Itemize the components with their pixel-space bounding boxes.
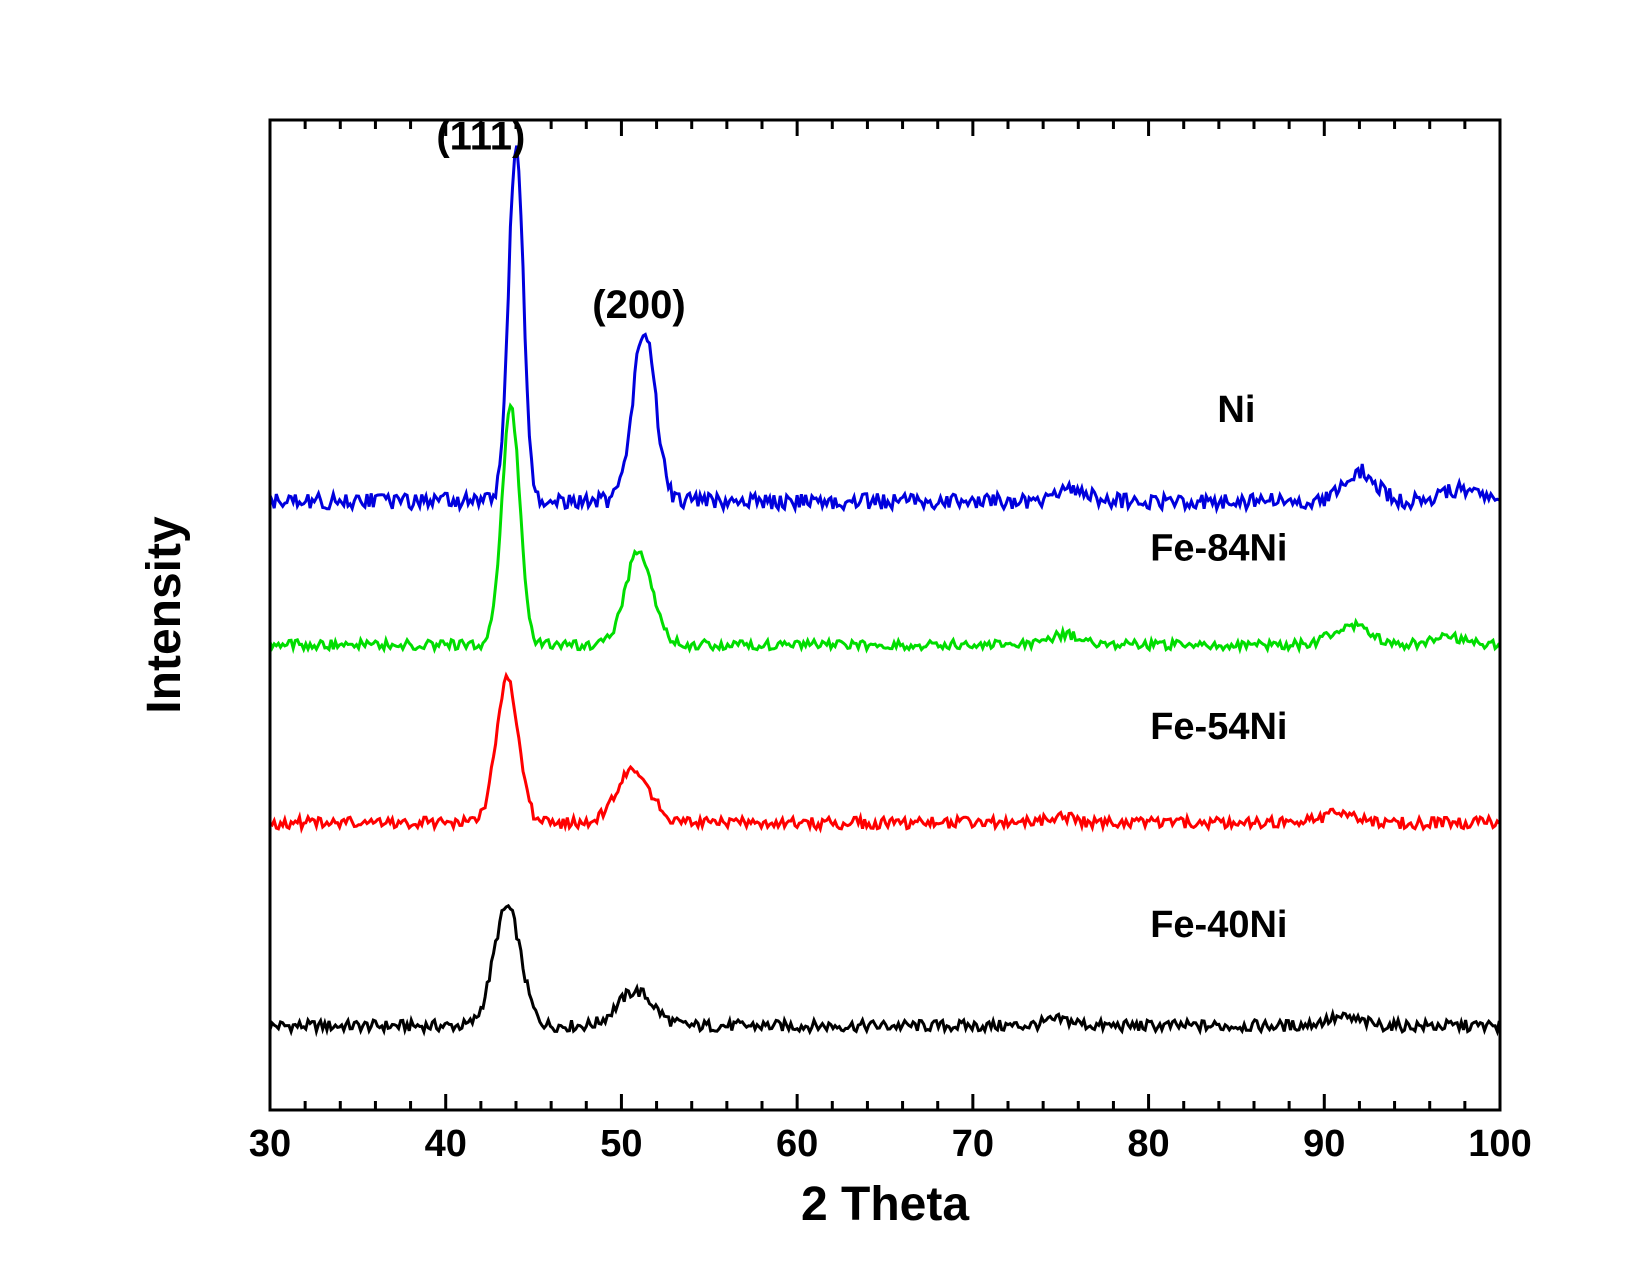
x-axis-title: 2 Theta (801, 1178, 969, 1231)
series-label-fe-40ni: Fe-40Ni (1150, 904, 1287, 946)
chart-svg: 30 40 50 60 70 80 90 100 2 Theta Intensity Fe-40Ni… (0, 0, 1650, 1275)
series-label-fe-84ni: Fe-84Ni (1150, 528, 1287, 570)
x-tick-label: 40 (425, 1123, 467, 1165)
x-tick-label: 100 (1468, 1123, 1531, 1165)
series-label-fe-54ni: Fe-54Ni (1150, 706, 1287, 748)
x-tick-label: 80 (1127, 1123, 1169, 1165)
y-axis-title: Intensity (138, 516, 191, 714)
series-label-ni: Ni (1217, 389, 1255, 431)
x-tick-label: 50 (600, 1123, 642, 1165)
x-tick-label: 60 (776, 1123, 818, 1165)
xrd-chart: 30 40 50 60 70 80 90 100 2 Theta Intensity Fe-40Ni… (0, 0, 1650, 1275)
x-tick-label: 70 (952, 1123, 994, 1165)
x-tick-label: 30 (249, 1123, 291, 1165)
peak-label: (200) (592, 283, 685, 327)
x-tick-label: 90 (1303, 1123, 1345, 1165)
